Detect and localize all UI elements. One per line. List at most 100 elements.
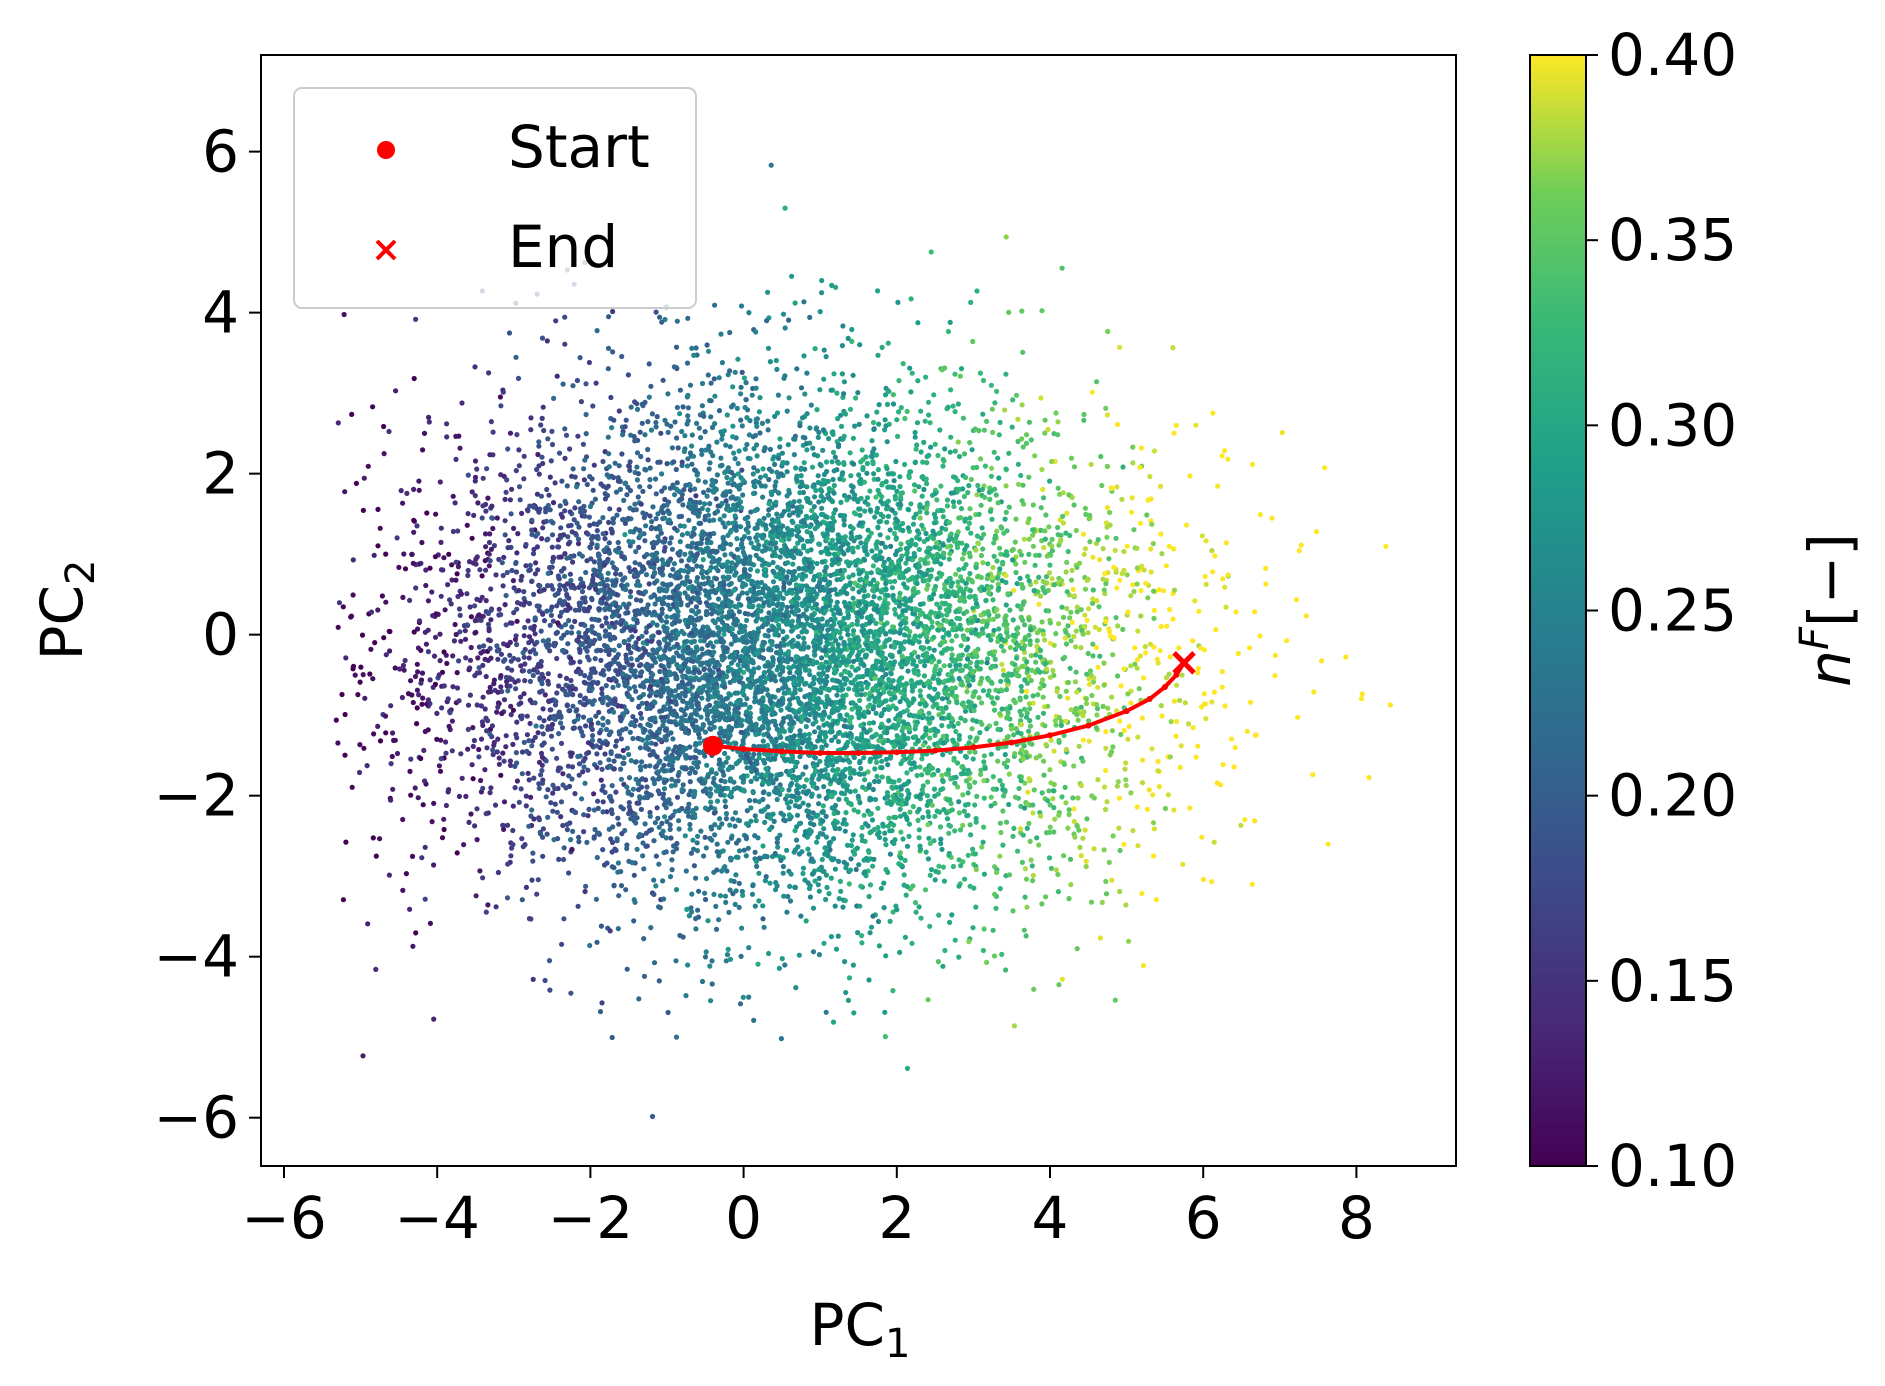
scatter-point bbox=[814, 606, 820, 612]
scatter-point bbox=[549, 441, 556, 448]
scatter-point bbox=[794, 366, 800, 372]
scatter-point bbox=[1056, 812, 1062, 818]
scatter-point bbox=[350, 666, 356, 672]
scatter-point bbox=[536, 443, 542, 449]
scatter-point bbox=[1026, 701, 1032, 707]
scatter-point bbox=[916, 904, 922, 910]
scatter-point bbox=[972, 749, 978, 755]
scatter-point bbox=[452, 621, 458, 628]
scatter-point bbox=[644, 843, 650, 849]
scatter-point bbox=[905, 577, 912, 583]
scatter-point bbox=[719, 360, 726, 366]
scatter-point bbox=[875, 352, 881, 358]
scatter-point bbox=[483, 508, 489, 514]
scatter-point bbox=[793, 465, 799, 471]
scatter-point bbox=[1086, 681, 1093, 687]
scatter-point bbox=[1055, 889, 1061, 895]
scatter-point bbox=[875, 524, 881, 530]
scatter-point bbox=[754, 453, 760, 459]
scatter-point bbox=[861, 755, 867, 761]
scatter-point bbox=[558, 814, 564, 820]
scatter-point bbox=[557, 673, 563, 679]
scatter-point bbox=[990, 429, 996, 435]
scatter-point bbox=[560, 822, 566, 829]
scatter-point bbox=[824, 673, 830, 680]
scatter-point bbox=[694, 551, 701, 557]
scatter-point bbox=[362, 695, 368, 701]
scatter-point bbox=[747, 797, 753, 804]
scatter-point bbox=[744, 821, 750, 827]
scatter-point bbox=[485, 902, 491, 908]
scatter-point bbox=[994, 558, 1000, 564]
scatter-point bbox=[912, 434, 918, 440]
scatter-point bbox=[674, 480, 680, 486]
scatter-point bbox=[1199, 834, 1205, 840]
scatter-point bbox=[805, 644, 811, 650]
scatter-point bbox=[420, 802, 426, 808]
scatter-point bbox=[938, 483, 944, 489]
scatter-point bbox=[594, 542, 600, 548]
scatter-point bbox=[858, 540, 864, 546]
scatter-point bbox=[877, 549, 884, 555]
scatter-point bbox=[585, 531, 591, 537]
scatter-point bbox=[495, 736, 501, 742]
scatter-point bbox=[1138, 588, 1144, 594]
scatter-point bbox=[1003, 371, 1009, 377]
scatter-point bbox=[923, 613, 929, 620]
scatter-point bbox=[1104, 505, 1110, 511]
scatter-point bbox=[580, 714, 587, 720]
scatter-point bbox=[936, 863, 942, 869]
scatter-point bbox=[892, 611, 899, 617]
scatter-point bbox=[549, 428, 555, 434]
scatter-point bbox=[724, 474, 730, 481]
scatter-point bbox=[739, 722, 745, 729]
scatter-point bbox=[695, 477, 701, 484]
scatter-point bbox=[714, 472, 721, 478]
scatter-point bbox=[620, 806, 626, 812]
scatter-point bbox=[526, 916, 533, 922]
scatter-point bbox=[520, 650, 526, 656]
scatter-point bbox=[498, 684, 504, 690]
scatter-point bbox=[647, 465, 653, 471]
scatter-point bbox=[811, 494, 818, 500]
scatter-point bbox=[784, 460, 790, 466]
scatter-point bbox=[736, 848, 743, 854]
scatter-point bbox=[1035, 714, 1041, 720]
scatter-point bbox=[1040, 631, 1046, 638]
scatter-point bbox=[507, 762, 514, 769]
scatter-point bbox=[1049, 536, 1055, 543]
scatter-point bbox=[797, 687, 803, 693]
scatter-point bbox=[786, 805, 792, 811]
scatter-point bbox=[377, 525, 383, 531]
scatter-point bbox=[559, 725, 566, 731]
scatter-point bbox=[960, 822, 966, 829]
scatter-point bbox=[867, 702, 873, 708]
scatter-point bbox=[520, 668, 527, 674]
scatter-point bbox=[466, 819, 472, 826]
scatter-point bbox=[718, 455, 724, 461]
scatter-point bbox=[731, 878, 737, 885]
scatter-point bbox=[873, 620, 879, 627]
scatter-point bbox=[1359, 691, 1365, 697]
scatter-point bbox=[1167, 654, 1173, 660]
scatter-point bbox=[745, 455, 751, 461]
scatter-point bbox=[1058, 537, 1064, 543]
scatter-point bbox=[973, 547, 979, 553]
scatter-point bbox=[852, 788, 858, 794]
scatter-point bbox=[1177, 697, 1183, 704]
scatter-point bbox=[422, 896, 428, 902]
scatter-point bbox=[771, 607, 777, 613]
scatter-point bbox=[774, 366, 780, 372]
scatter-point bbox=[1223, 604, 1229, 610]
scatter-point bbox=[626, 685, 633, 692]
scatter-point bbox=[797, 745, 803, 752]
scatter-point bbox=[1196, 608, 1202, 614]
scatter-point bbox=[568, 837, 574, 843]
scatter-point bbox=[1366, 774, 1372, 781]
scatter-point bbox=[842, 681, 848, 687]
scatter-point bbox=[1033, 552, 1039, 558]
scatter-point bbox=[885, 737, 891, 744]
scatter-point bbox=[636, 996, 642, 1002]
scatter-point bbox=[1064, 510, 1070, 516]
scatter-point bbox=[643, 523, 649, 529]
